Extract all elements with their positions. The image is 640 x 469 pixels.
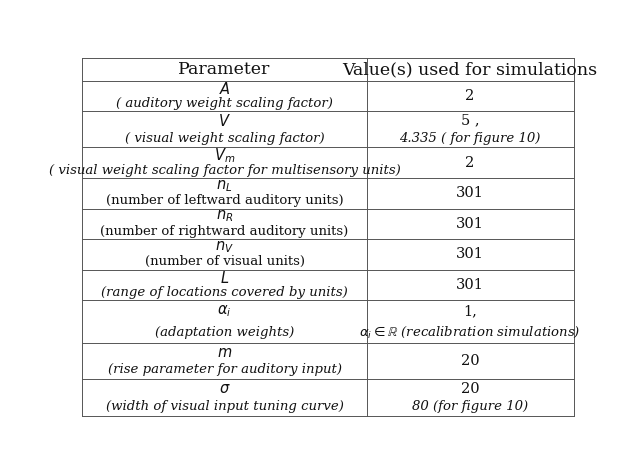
Text: $A$: $A$ <box>219 81 230 97</box>
Text: 20: 20 <box>461 354 479 368</box>
Text: 301: 301 <box>456 186 484 200</box>
Text: 80 (for figure 10): 80 (for figure 10) <box>412 400 528 413</box>
Text: $n_L$: $n_L$ <box>216 178 233 194</box>
Text: (number of rightward auditory units): (number of rightward auditory units) <box>100 225 349 238</box>
Text: 20: 20 <box>461 382 479 396</box>
Text: 1,: 1, <box>463 304 477 318</box>
Text: 5 ,: 5 , <box>461 113 479 128</box>
Text: $L$: $L$ <box>220 270 229 286</box>
Text: $V$: $V$ <box>218 113 231 129</box>
Text: (number of visual units): (number of visual units) <box>145 255 305 268</box>
Text: 2: 2 <box>465 89 475 103</box>
Text: (rise parameter for auditory input): (rise parameter for auditory input) <box>108 363 342 377</box>
Text: $\alpha_i \in \mathbb{R}$ (recalibration simulations): $\alpha_i \in \mathbb{R}$ (recalibration… <box>359 325 581 340</box>
Text: (adaptation weights): (adaptation weights) <box>155 325 294 339</box>
Text: (range of locations covered by units): (range of locations covered by units) <box>101 286 348 299</box>
Text: 4.335 ( for figure 10): 4.335 ( for figure 10) <box>399 131 541 144</box>
Text: ( auditory weight scaling factor): ( auditory weight scaling factor) <box>116 97 333 110</box>
Text: 301: 301 <box>456 278 484 292</box>
Text: 301: 301 <box>456 247 484 261</box>
Text: ( visual weight scaling factor for multisensory units): ( visual weight scaling factor for multi… <box>49 164 401 176</box>
Text: $V_m$: $V_m$ <box>214 146 236 165</box>
Text: $\alpha_i$: $\alpha_i$ <box>218 303 232 319</box>
Text: 2: 2 <box>465 156 475 170</box>
Text: 301: 301 <box>456 217 484 231</box>
Text: (width of visual input tuning curve): (width of visual input tuning curve) <box>106 400 344 413</box>
Text: (number of leftward auditory units): (number of leftward auditory units) <box>106 194 344 207</box>
Text: Parameter: Parameter <box>179 61 271 78</box>
Text: $n_V$: $n_V$ <box>215 239 234 255</box>
Text: Value(s) used for simulations: Value(s) used for simulations <box>342 61 598 78</box>
Text: $\sigma$: $\sigma$ <box>219 382 230 396</box>
Text: $m$: $m$ <box>217 346 232 360</box>
Text: $n_R$: $n_R$ <box>216 209 234 224</box>
Text: ( visual weight scaling factor): ( visual weight scaling factor) <box>125 131 324 144</box>
